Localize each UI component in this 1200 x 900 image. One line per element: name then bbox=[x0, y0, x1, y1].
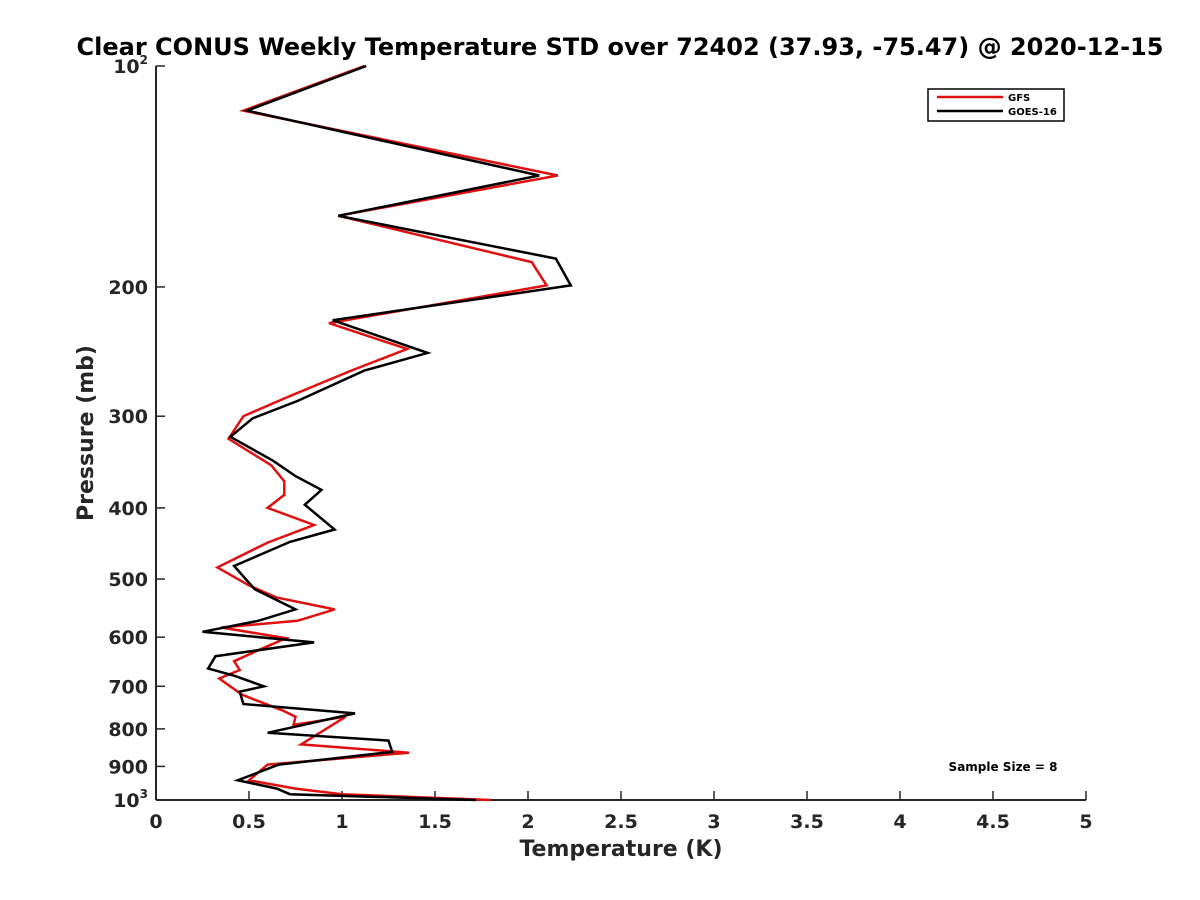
x-tick-label: 1.5 bbox=[418, 811, 452, 833]
y-tick-label: 102 bbox=[113, 53, 148, 78]
y-tick-exponent: 2 bbox=[140, 53, 148, 67]
y-tick-label: 900 bbox=[108, 756, 148, 778]
legend: GFS GOES-16 bbox=[927, 88, 1065, 122]
x-tick-label: 4 bbox=[893, 811, 906, 833]
y-tick-label: 300 bbox=[108, 406, 148, 428]
x-tick-label: 3 bbox=[707, 811, 720, 833]
sample-size-annotation: Sample Size = 8 bbox=[949, 760, 1058, 774]
y-axis-label: Pressure (mb) bbox=[74, 345, 99, 521]
series-line-gfs bbox=[214, 64, 559, 802]
y-tick-base: 900 bbox=[108, 756, 148, 778]
y-tick-base: 400 bbox=[108, 498, 148, 520]
legend-label-gfs: GFS bbox=[1008, 93, 1030, 104]
x-tick-label: 2 bbox=[521, 811, 534, 833]
y-tick-label: 600 bbox=[108, 627, 148, 649]
y-tick-base: 500 bbox=[108, 569, 148, 591]
x-tick-label: 3.5 bbox=[790, 811, 824, 833]
y-tick-label: 103 bbox=[113, 787, 148, 812]
legend-box bbox=[927, 88, 1065, 122]
y-tick-base: 800 bbox=[108, 719, 148, 741]
y-tick-base: 10 bbox=[113, 56, 139, 78]
y-tick-label: 700 bbox=[108, 676, 148, 698]
series-layer bbox=[202, 64, 573, 802]
legend-label-goes16: GOES-16 bbox=[1008, 107, 1057, 118]
axes bbox=[155, 66, 1086, 801]
y-tick-label: 200 bbox=[108, 277, 148, 299]
chart-title: Clear CONUS Weekly Temperature STD over … bbox=[77, 33, 1164, 61]
y-tick-base: 300 bbox=[108, 406, 148, 428]
y-tick-base: 700 bbox=[108, 676, 148, 698]
x-tick-label: 0 bbox=[149, 811, 162, 833]
y-tick-label: 400 bbox=[108, 498, 148, 520]
x-tick-label: 5 bbox=[1079, 811, 1092, 833]
x-tick-label: 0.5 bbox=[232, 811, 266, 833]
y-tick-label: 500 bbox=[108, 569, 148, 591]
x-ticks: 0 0.5 1 1.5 2 2.5 3 3.5 4 4.5 5 bbox=[149, 791, 1093, 833]
y-tick-label: 800 bbox=[108, 719, 148, 741]
y-tick-base: 200 bbox=[108, 277, 148, 299]
x-tick-label: 4.5 bbox=[976, 811, 1010, 833]
y-tick-base: 10 bbox=[113, 790, 139, 812]
y-tick-base: 600 bbox=[108, 627, 148, 649]
series-line-goes16 bbox=[202, 64, 573, 802]
x-axis-label: Temperature (K) bbox=[519, 837, 722, 862]
x-tick-label: 2.5 bbox=[604, 811, 638, 833]
y-tick-exponent: 3 bbox=[140, 787, 148, 801]
x-tick-label: 1 bbox=[335, 811, 348, 833]
